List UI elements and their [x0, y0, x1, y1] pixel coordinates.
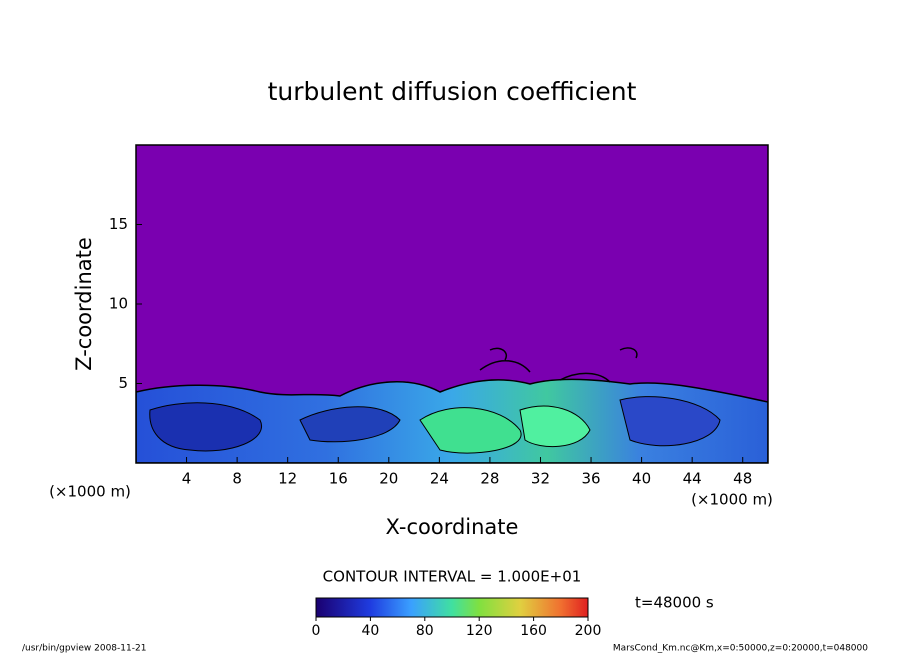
x-unit-label: (×1000 m): [691, 491, 773, 509]
time-label: t=48000 s: [635, 594, 714, 612]
x-tick-label: 44: [683, 470, 702, 488]
x-tick-label: 8: [232, 470, 242, 488]
field-region: [519, 405, 591, 448]
y-axis-label: Z-coordinate: [72, 237, 96, 371]
x-tick-label: 12: [278, 470, 297, 488]
x-tick-label: 20: [379, 470, 398, 488]
field-region: [419, 407, 522, 454]
colorbar: [315, 597, 589, 618]
colorbar-tick-label: 120: [466, 623, 493, 639]
footer-right: MarsCond_Km.nc@Km,x=0:50000,z=0:20000,t=…: [613, 644, 868, 654]
x-axis-label: X-coordinate: [386, 515, 519, 539]
footer-left: /usr/bin/gpview 2008-11-21: [22, 644, 146, 654]
contour-interval: CONTOUR INTERVAL = 1.000E+01: [323, 568, 582, 586]
colorbar-tick-label: 200: [575, 623, 602, 639]
colorbar-tick-label: 160: [520, 623, 547, 639]
x-tick-label: 28: [480, 470, 499, 488]
field-region: [299, 406, 401, 443]
x-tick-label: 40: [632, 470, 651, 488]
plot-area: [136, 145, 768, 463]
y-tick-label: 10: [109, 295, 128, 313]
x-tick-label: 48: [733, 470, 752, 488]
y-tick-label: 5: [118, 374, 128, 392]
x-tick-label: 16: [329, 470, 348, 488]
field-region: [149, 402, 263, 452]
x-tick-label: 32: [531, 470, 550, 488]
chart-title: turbulent diffusion coefficient: [268, 77, 637, 106]
colorbar-tick-label: 0: [312, 623, 321, 639]
x-tick-label: 24: [430, 470, 449, 488]
field-region: [619, 396, 721, 447]
y-unit-label: (×1000 m): [49, 483, 131, 501]
x-tick-label: 4: [182, 470, 192, 488]
x-tick-label: 36: [581, 470, 600, 488]
colorbar-tick-label: 40: [361, 623, 379, 639]
contour-line: [479, 347, 638, 383]
colorbar-tick-label: 80: [416, 623, 434, 639]
y-tick-label: 15: [109, 215, 128, 233]
